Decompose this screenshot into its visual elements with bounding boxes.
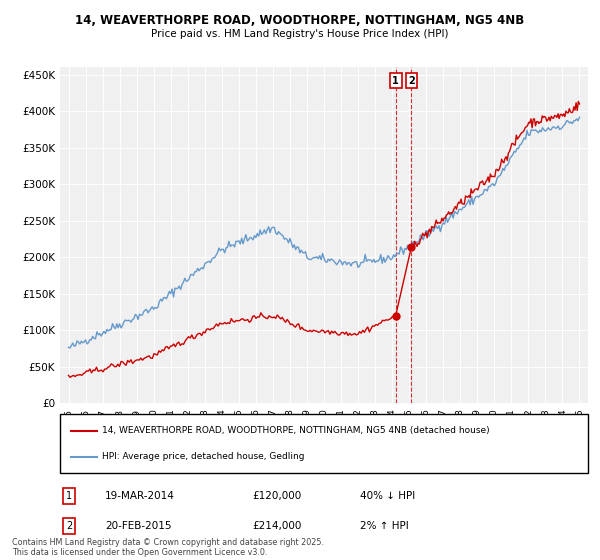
FancyBboxPatch shape [60,414,588,473]
Text: 2: 2 [66,521,72,531]
Text: Price paid vs. HM Land Registry's House Price Index (HPI): Price paid vs. HM Land Registry's House … [151,29,449,39]
Text: £214,000: £214,000 [252,521,301,531]
Text: 1: 1 [66,491,72,501]
Text: £120,000: £120,000 [252,491,301,501]
Text: 14, WEAVERTHORPE ROAD, WOODTHORPE, NOTTINGHAM, NG5 4NB: 14, WEAVERTHORPE ROAD, WOODTHORPE, NOTTI… [76,14,524,27]
Text: 2: 2 [408,76,415,86]
Text: HPI: Average price, detached house, Gedling: HPI: Average price, detached house, Gedl… [102,452,305,461]
Text: 19-MAR-2014: 19-MAR-2014 [105,491,175,501]
Text: Contains HM Land Registry data © Crown copyright and database right 2025.
This d: Contains HM Land Registry data © Crown c… [12,538,324,557]
Text: 40% ↓ HPI: 40% ↓ HPI [360,491,415,501]
Text: 14, WEAVERTHORPE ROAD, WOODTHORPE, NOTTINGHAM, NG5 4NB (detached house): 14, WEAVERTHORPE ROAD, WOODTHORPE, NOTTI… [102,426,490,435]
Text: 20-FEB-2015: 20-FEB-2015 [105,521,172,531]
Text: 1: 1 [392,76,399,86]
Text: 2% ↑ HPI: 2% ↑ HPI [360,521,409,531]
